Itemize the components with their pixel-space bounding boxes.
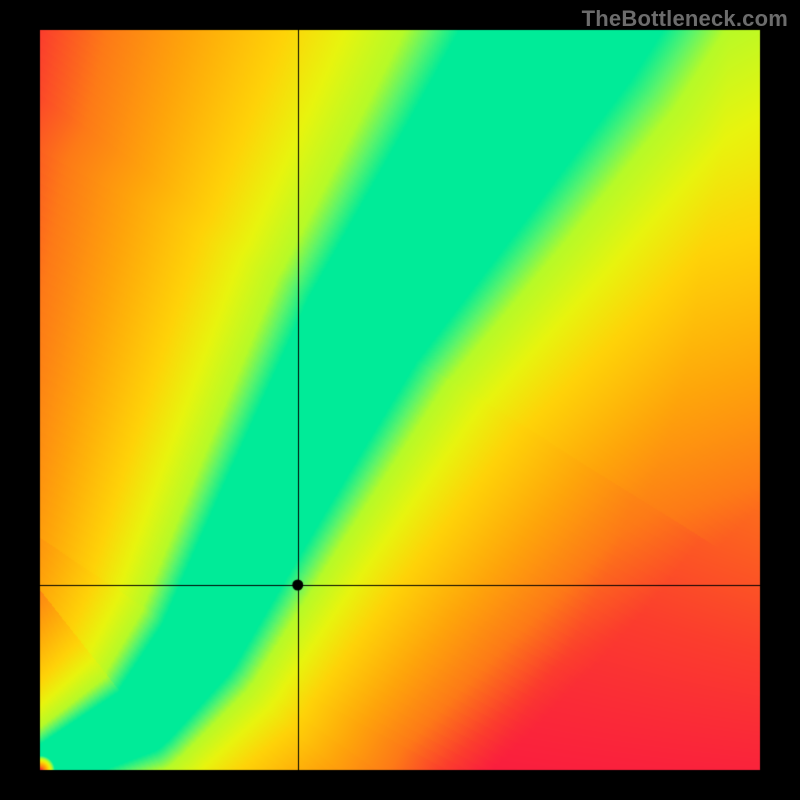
heatmap-canvas <box>0 0 800 800</box>
chart-root: TheBottleneck.com <box>0 0 800 800</box>
watermark-text: TheBottleneck.com <box>582 6 788 32</box>
